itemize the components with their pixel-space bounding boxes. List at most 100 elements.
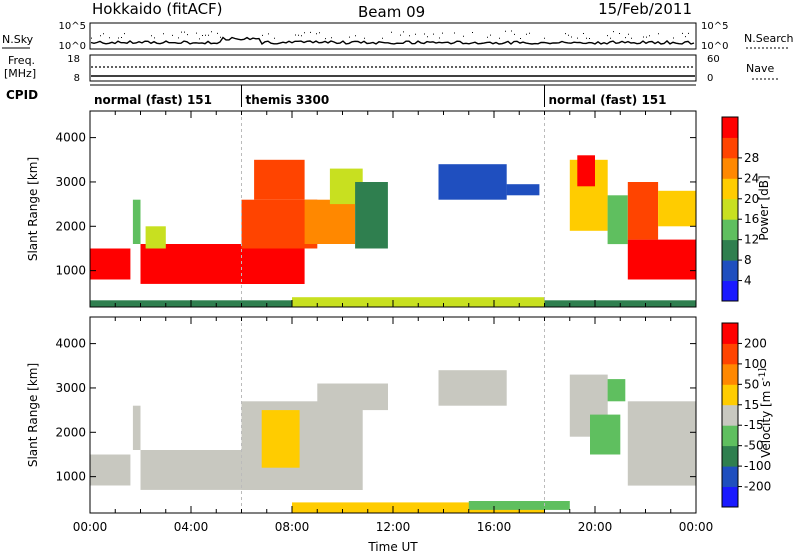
- power-colorbar-tick-label: 16: [744, 212, 759, 226]
- velocity-colorbar-label: Velocity [m s-1]: [758, 368, 773, 458]
- power-colorbar: 4 8 12 16 20 24 28: [721, 116, 759, 302]
- velocity-colorbar-tick-label: 15: [744, 398, 759, 412]
- velocity-echo-region: [627, 401, 696, 486]
- nave-label: Nave: [746, 62, 774, 75]
- power-colorbar-tick-label: 24: [744, 171, 759, 185]
- velocity-ytick-label: 2000: [55, 425, 86, 439]
- velocity-colorbar-tick-label: 200: [744, 336, 767, 350]
- cpid-segments: normal (fast) 151 themis 3300 normal (fast…: [94, 85, 667, 107]
- power-colorbar-band: [722, 219, 738, 241]
- velocity-yticks: 1000 2000 3000 4000: [55, 337, 696, 484]
- freq-unit: [MHz]: [4, 67, 36, 80]
- freq-label: Freq.: [8, 54, 35, 67]
- power-cells: [90, 111, 696, 307]
- velocity-xtick-label: 12:00: [376, 520, 411, 534]
- beam-title: Beam 09: [358, 3, 425, 21]
- velocity-colorbar-band: [722, 425, 738, 447]
- velocity-cells: [90, 317, 696, 513]
- power-echo-region: [627, 182, 659, 240]
- velocity-xtick-label: 20:00: [578, 520, 613, 534]
- velocity-colorbar-tick-label: -50: [744, 439, 764, 453]
- power-echo-region: [355, 182, 388, 249]
- cpid-segment-label: normal (fast) 151: [549, 93, 667, 107]
- freq-tick-bottom: 8: [74, 73, 80, 84]
- power-echo-region: [132, 199, 141, 244]
- date-title: 15/Feb/2011: [598, 0, 692, 18]
- velocity-echo-region: [590, 414, 621, 455]
- power-ytick-label: 2000: [55, 219, 86, 233]
- power-echo-region: [438, 164, 507, 200]
- freq-panel: Freq. [MHz] 18 8 60 0 Nave: [4, 54, 778, 84]
- velocity-colorbar-band: [722, 486, 738, 508]
- velocity-colorbar-band: [722, 323, 738, 344]
- power-colorbar-band: [722, 260, 738, 281]
- velocity-colorbar-tick-label: 50: [744, 377, 759, 391]
- power-colorbar-band: [722, 178, 738, 200]
- power-ytick-label: 1000: [55, 264, 86, 278]
- power-colorbar-band: [722, 198, 738, 220]
- velocity-echo-region: [317, 383, 388, 411]
- velocity-xtick-label: 04:00: [174, 520, 209, 534]
- velocity-echo-region: [90, 454, 131, 486]
- nsky-line: [90, 36, 695, 46]
- velocity-ytick-label: 1000: [55, 470, 86, 484]
- velocity-echo-region: [438, 370, 507, 406]
- power-colorbar-band: [722, 239, 738, 261]
- power-colorbar-band: [722, 157, 738, 179]
- power-echo-region: [627, 239, 696, 280]
- nsearch-tick-bottom: 10^0: [701, 41, 728, 52]
- power-colorbar-band: [722, 137, 738, 159]
- velocity-colorbar-tick-label: -15: [744, 418, 764, 432]
- power-colorbar-tick-label: 4: [744, 274, 752, 288]
- velocity-echo-region: [468, 501, 570, 510]
- velocity-xtick-label: 00:00: [679, 520, 714, 534]
- velocity-panel: 1000 2000 3000 4000 00:00 04:00 08:00 12:00 16:…: [26, 316, 773, 534]
- velocity-colorbar-tick-label: -200: [744, 480, 771, 494]
- cpid-segment-label: normal (fast) 151: [94, 93, 212, 107]
- cpid-segment-label: themis 3300: [246, 93, 330, 107]
- velocity-echo-region: [261, 410, 300, 468]
- nave-tick-top: 60: [707, 54, 720, 65]
- velocity-ytick-label: 4000: [55, 337, 86, 351]
- nsearch-tick-top: 10^5: [701, 21, 728, 32]
- power-colorbar-tick-label: 28: [744, 151, 759, 165]
- power-xticks: [89, 111, 697, 307]
- power-colorbar-tick-label: 20: [744, 192, 759, 206]
- velocity-xtick-label: 08:00: [275, 520, 310, 534]
- velocity-colorbar-band: [722, 466, 738, 487]
- velocity-colorbar-tick-label: 100: [744, 357, 767, 371]
- nsky-label: N.Sky: [2, 33, 34, 46]
- power-ytick-label: 3000: [55, 175, 86, 189]
- power-ylabel: Slant Range [km]: [26, 157, 40, 261]
- velocity-ytick-label: 3000: [55, 381, 86, 395]
- power-colorbar-label: Power [dB]: [757, 175, 771, 240]
- power-echo-region: [292, 297, 545, 307]
- nsky-panel: N.Sky 10^5 10^0 10^5 10^0 N.Search: [2, 21, 794, 52]
- power-echo-region: [577, 155, 595, 187]
- nave-tick-bottom: 0: [707, 73, 713, 84]
- velocity-colorbar-band: [722, 384, 738, 406]
- power-colorbar-frame: [721, 116, 739, 302]
- power-echo-region: [607, 195, 628, 245]
- velocity-echo-region: [607, 379, 626, 402]
- cpid-label: CPID: [6, 88, 38, 102]
- velocity-xtick-label: 00:00: [73, 520, 108, 534]
- velocity-colorbar-band: [722, 404, 738, 426]
- velocity-echo-region: [132, 405, 141, 450]
- velocity-colorbar-band: [722, 343, 738, 365]
- nsky-tick-bottom: 10^0: [59, 41, 86, 52]
- velocity-xticks: 00:00 04:00 08:00 12:00 16:00 20:00 00:00: [73, 317, 714, 534]
- power-echo-region: [145, 226, 166, 249]
- power-echo-region: [506, 184, 540, 196]
- velocity-colorbar-frame: [721, 322, 739, 508]
- power-echo-region: [241, 248, 305, 284]
- nsearch-label: N.Search: [744, 32, 794, 45]
- power-colorbar-tick-label: 12: [744, 233, 759, 247]
- power-echo-region: [140, 244, 242, 284]
- velocity-colorbar-band: [722, 445, 738, 467]
- power-echo-region: [304, 199, 356, 244]
- power-colorbar-band: [722, 280, 738, 302]
- velocity-colorbar-band: [722, 363, 738, 385]
- velocity-echo-region: [140, 450, 242, 490]
- power-yticks: 1000 2000 3000 4000: [55, 131, 696, 278]
